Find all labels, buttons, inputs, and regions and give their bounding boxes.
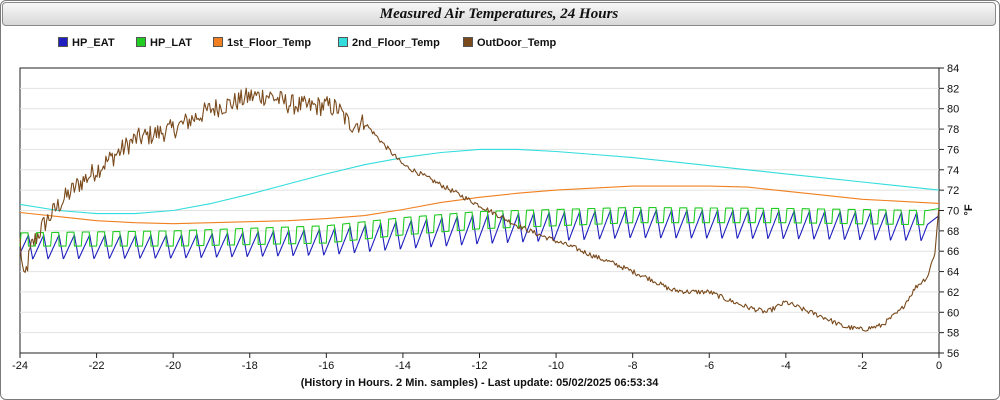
y-tick-label: 56 (947, 348, 959, 360)
legend-swatch (463, 37, 473, 47)
series-line-hp-eat (19, 208, 940, 260)
legend-label: HP_EAT (72, 37, 115, 49)
legend-label: 2nd_Floor_Temp (352, 37, 440, 49)
x-tick-label: -8 (628, 360, 638, 372)
legend-item-2nd-floor-temp: 2nd_Floor_Temp (338, 37, 440, 49)
y-tick-label: 64 (947, 267, 959, 279)
legend-item-hp-lat: HP_LAT (136, 37, 192, 49)
chart-title: Measured Air Temperatures, 24 Hours (379, 6, 619, 22)
x-tick-label: -6 (704, 360, 714, 372)
series-line-1st-floor-temp (19, 185, 940, 225)
x-tick-label: -20 (165, 360, 181, 372)
legend-item-outdoor-temp: OutDoor_Temp (463, 37, 556, 49)
x-tick-label: -4 (781, 360, 791, 372)
x-tick-label: -24 (12, 360, 28, 372)
x-tick-label: -14 (395, 360, 411, 372)
y-tick-label: 84 (947, 63, 959, 75)
y-tick-label: 70 (947, 206, 959, 218)
legend-swatch (136, 37, 146, 47)
y-tick-label: 82 (947, 83, 959, 95)
x-tick-label: -10 (548, 360, 564, 372)
y-tick-label: 68 (947, 226, 959, 238)
x-tick-label: 0 (936, 360, 942, 372)
y-axis-label: °F (963, 204, 975, 215)
series-line-hp-lat (19, 206, 940, 247)
x-axis-label: (History in Hours. 2 Min. samples) - Las… (301, 377, 660, 389)
legend-item-1st-floor-temp: 1st_Floor_Temp (213, 37, 311, 49)
legend-swatch (213, 37, 223, 47)
x-tick-label: -2 (858, 360, 868, 372)
x-tick-label: -16 (318, 360, 334, 372)
x-tick-label: -12 (472, 360, 488, 372)
y-tick-label: 60 (947, 307, 959, 319)
y-tick-label: 74 (947, 165, 959, 177)
y-tick-label: 72 (947, 185, 959, 197)
chart-title-bar: Measured Air Temperatures, 24 Hours (2, 2, 996, 26)
legend-swatch (58, 37, 68, 47)
legend-item-hp-eat: HP_EAT (58, 37, 115, 49)
y-tick-label: 76 (947, 144, 959, 156)
x-tick-label: -18 (242, 360, 258, 372)
y-tick-label: 78 (947, 124, 959, 136)
legend-label: OutDoor_Temp (477, 37, 557, 49)
y-tick-label: 58 (947, 328, 959, 340)
legend-label: HP_LAT (150, 37, 192, 49)
x-tick-label: -22 (89, 360, 105, 372)
series-line-2nd-floor-temp (19, 148, 940, 215)
legend-label: 1st_Floor_Temp (227, 37, 312, 49)
y-tick-label: 62 (947, 287, 959, 299)
legend-swatch (338, 37, 348, 47)
series-line-outdoor-temp (19, 87, 940, 332)
y-tick-label: 80 (947, 104, 959, 116)
y-tick-label: 66 (947, 246, 959, 258)
